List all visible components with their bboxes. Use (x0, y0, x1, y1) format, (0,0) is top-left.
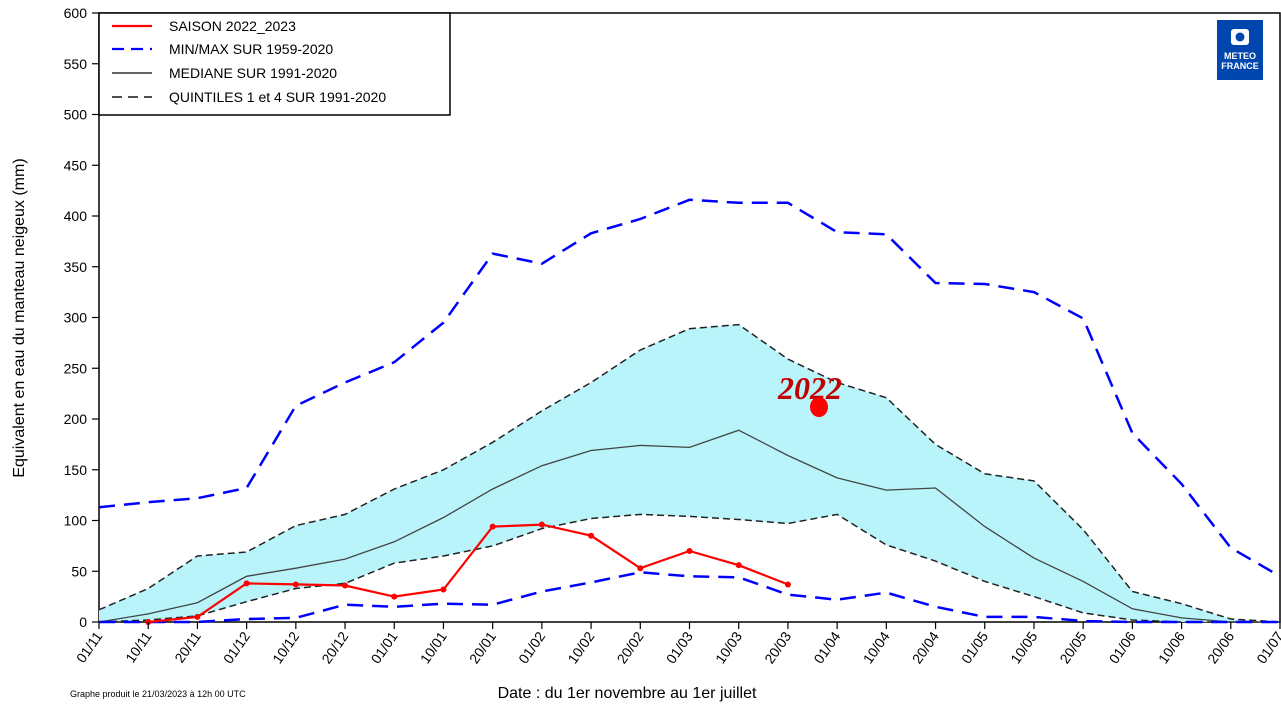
y-tick-label: 250 (64, 360, 88, 376)
x-tick-label: 20/12 (318, 628, 351, 666)
x-tick-label: 20/04 (909, 628, 942, 666)
x-tick-label: 10/05 (1007, 628, 1040, 666)
x-tick-label: 01/06 (1106, 628, 1139, 666)
quintile-band (99, 324, 1280, 622)
season-point (194, 613, 201, 620)
x-tick-label: 01/02 (515, 628, 548, 666)
y-tick-label: 500 (64, 107, 88, 123)
y-tick-label: 300 (64, 310, 88, 326)
footnote: Graphe produit le 21/03/2023 à 12h 00 UT… (70, 689, 246, 699)
meteo-france-logo: METEO FRANCE (1217, 20, 1263, 80)
median-line (98, 429, 1280, 623)
season-point (489, 523, 496, 530)
annotation-2022-label: 2022 (777, 370, 842, 406)
season-point (538, 521, 545, 528)
y-tick-label: 200 (64, 411, 88, 427)
legend-label-median: MEDIANE SUR 1991-2020 (169, 65, 337, 81)
logo-line1: METEO (1224, 51, 1256, 61)
y-tick-label: 100 (64, 513, 88, 529)
season-point (784, 581, 791, 588)
legend-label-season: SAISON 2022_2023 (169, 18, 296, 34)
x-axis: 01/11 10/11 20/11 01/12 10/12 20/12 01/01 10/01… (73, 622, 1281, 666)
x-tick-label: 01/05 (958, 628, 991, 666)
quintile-1-line (98, 513, 1280, 623)
y-tick-label: 350 (64, 259, 88, 275)
x-tick-label: 10/01 (417, 628, 450, 666)
x-tick-label: 10/03 (712, 628, 745, 666)
x-tick-label: 10/11 (122, 628, 155, 665)
season-line (148, 523, 789, 624)
season-point (391, 593, 398, 600)
y-axis: 0 50 100 150 200 250 300 350 400 450 500 550 600 (64, 5, 99, 630)
season-point (686, 547, 693, 554)
x-tick-label: 20/05 (1056, 628, 1089, 666)
season-point (243, 580, 250, 587)
x-tick-label: 01/07 (1253, 628, 1281, 666)
legend: SAISON 2022_2023 MIN/MAX SUR 1959-2020 M… (98, 12, 451, 116)
x-tick-label: 01/03 (663, 628, 696, 666)
annotation-2022-marker (810, 397, 828, 417)
y-tick-label: 550 (64, 56, 88, 72)
x-tick-label: 01/01 (367, 628, 400, 666)
x-tick-label: 01/04 (810, 628, 843, 666)
y-tick-label: 0 (79, 614, 87, 630)
season-point (735, 562, 742, 569)
y-tick-label: 150 (64, 462, 88, 478)
x-tick-label: 10/02 (564, 628, 597, 666)
x-axis-title: Date : du 1er novembre au 1er juillet (498, 685, 757, 702)
x-tick-label: 10/12 (269, 628, 302, 666)
x-tick-label: 20/02 (614, 628, 647, 666)
x-tick-label: 20/06 (1204, 628, 1237, 666)
season-point (637, 565, 644, 572)
legend-label-minmax: MIN/MAX SUR 1959-2020 (169, 41, 333, 57)
logo-line2: FRANCE (1221, 61, 1259, 71)
y-tick-label: 400 (64, 208, 88, 224)
series-lines (98, 198, 1281, 624)
season-point (440, 586, 447, 593)
y-tick-label: 450 (64, 157, 88, 173)
legend-box (98, 12, 451, 116)
x-tick-label: 20/03 (761, 628, 794, 666)
season-point (292, 581, 299, 588)
x-tick-label: 20/01 (466, 628, 499, 666)
x-tick-label: 01/11 (73, 628, 106, 665)
x-tick-label: 20/11 (171, 628, 204, 665)
season-point (588, 532, 595, 539)
y-tick-label: 50 (71, 563, 87, 579)
max-line (98, 198, 1281, 578)
season-point (342, 582, 349, 589)
legend-label-quintile: QUINTILES 1 et 4 SUR 1991-2020 (169, 89, 386, 105)
quintile-4-line (98, 323, 1281, 623)
y-tick-label: 600 (64, 5, 88, 21)
x-tick-label: 10/04 (860, 628, 893, 666)
season-points (145, 521, 791, 625)
quintile-band-fill (99, 324, 1280, 622)
y-axis-title: Equivalent en eau du manteau neigeux (mm… (11, 158, 28, 477)
x-tick-label: 01/12 (220, 628, 253, 666)
x-tick-label: 10/06 (1155, 628, 1188, 666)
